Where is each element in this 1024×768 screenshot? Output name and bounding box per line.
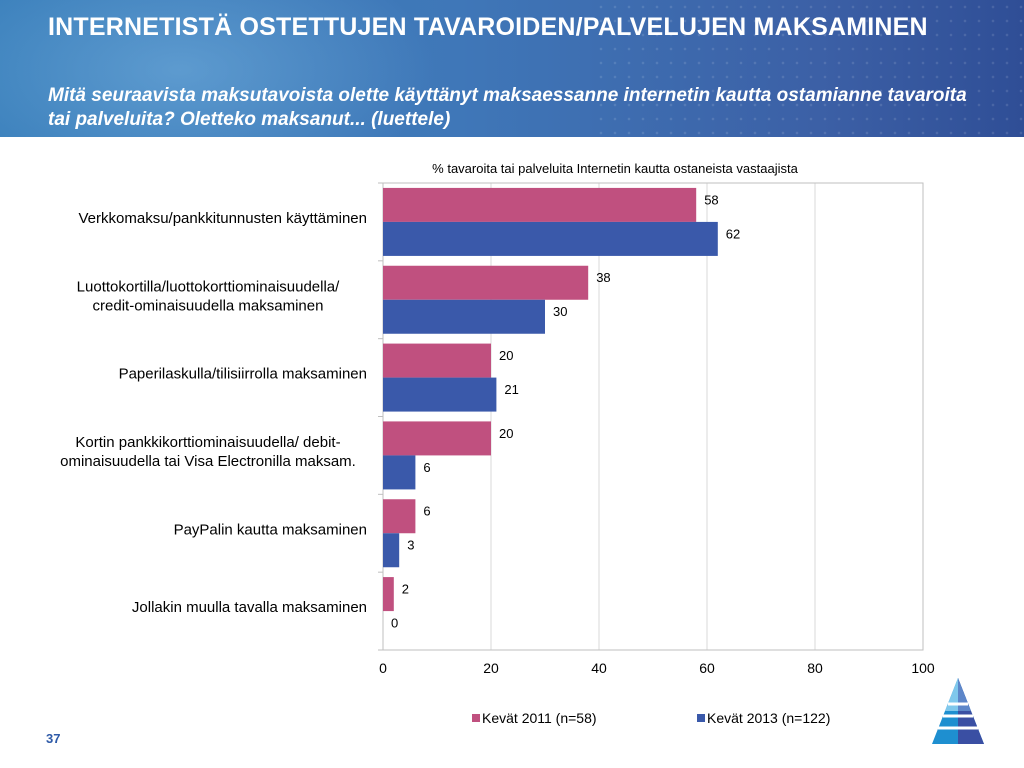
data-label: 21 bbox=[504, 382, 518, 397]
bar-2011 bbox=[383, 265, 589, 300]
x-tick-label: 0 bbox=[379, 660, 387, 676]
data-label: 2 bbox=[402, 582, 409, 597]
data-label: 6 bbox=[423, 504, 430, 519]
data-label: 20 bbox=[499, 426, 513, 441]
data-label: 20 bbox=[499, 348, 513, 363]
category-label: Verkkomaksu/pankkitunnusten käyttäminen bbox=[79, 210, 368, 227]
bar-2013 bbox=[383, 455, 416, 490]
bar-2011 bbox=[383, 343, 491, 378]
data-label: 6 bbox=[423, 460, 430, 475]
chart-title: % tavaroita tai palveluita Internetin ka… bbox=[432, 161, 798, 176]
legend-swatch-2013 bbox=[697, 714, 705, 722]
x-tick-label: 80 bbox=[807, 660, 823, 676]
x-tick-label: 100 bbox=[911, 660, 935, 676]
bar-2013 bbox=[383, 377, 497, 412]
triangle-logo-icon bbox=[932, 678, 984, 744]
bar-2011 bbox=[383, 421, 491, 456]
bar-2013 bbox=[383, 299, 545, 334]
bar-2011 bbox=[383, 499, 416, 534]
bar-2013 bbox=[383, 221, 718, 256]
header-glow bbox=[0, 0, 440, 137]
category-label: Kortin pankkikorttiominaisuudella/ debit… bbox=[60, 434, 356, 470]
data-label: 0 bbox=[391, 616, 398, 631]
slide-title: INTERNETISTÄ OSTETTUJEN TAVAROIDEN/PALVE… bbox=[48, 13, 928, 41]
bar-2011 bbox=[383, 577, 394, 612]
slide-subtitle: Mitä seuraavista maksutavoista olette kä… bbox=[48, 85, 967, 130]
header-banner: INTERNETISTÄ OSTETTUJEN TAVAROIDEN/PALVE… bbox=[0, 0, 1024, 137]
bar-2011 bbox=[383, 187, 697, 222]
header-pattern bbox=[594, 0, 1024, 137]
data-label: 30 bbox=[553, 304, 567, 319]
data-label: 38 bbox=[596, 270, 610, 285]
legend-label-2011: Kevät 2011 (n=58) bbox=[482, 710, 597, 726]
category-label: PayPalin kautta maksaminen bbox=[174, 521, 367, 538]
category-label: Paperilaskulla/tilisiirrolla maksaminen bbox=[119, 366, 367, 383]
bar-2013 bbox=[383, 533, 400, 568]
page-number: 37 bbox=[46, 731, 61, 746]
x-tick-label: 60 bbox=[699, 660, 715, 676]
data-label: 62 bbox=[726, 226, 740, 241]
data-label: 58 bbox=[704, 192, 718, 207]
data-label: 3 bbox=[407, 538, 414, 553]
category-label: Luottokortilla/luottokorttiominaisuudell… bbox=[77, 278, 340, 314]
x-tick-label: 40 bbox=[591, 660, 607, 676]
category-label: Jollakin muulla tavalla maksaminen bbox=[132, 599, 367, 616]
legend-label-2013: Kevät 2013 (n=122) bbox=[707, 710, 830, 726]
x-tick-label: 20 bbox=[483, 660, 499, 676]
legend-swatch-2011 bbox=[472, 714, 480, 722]
